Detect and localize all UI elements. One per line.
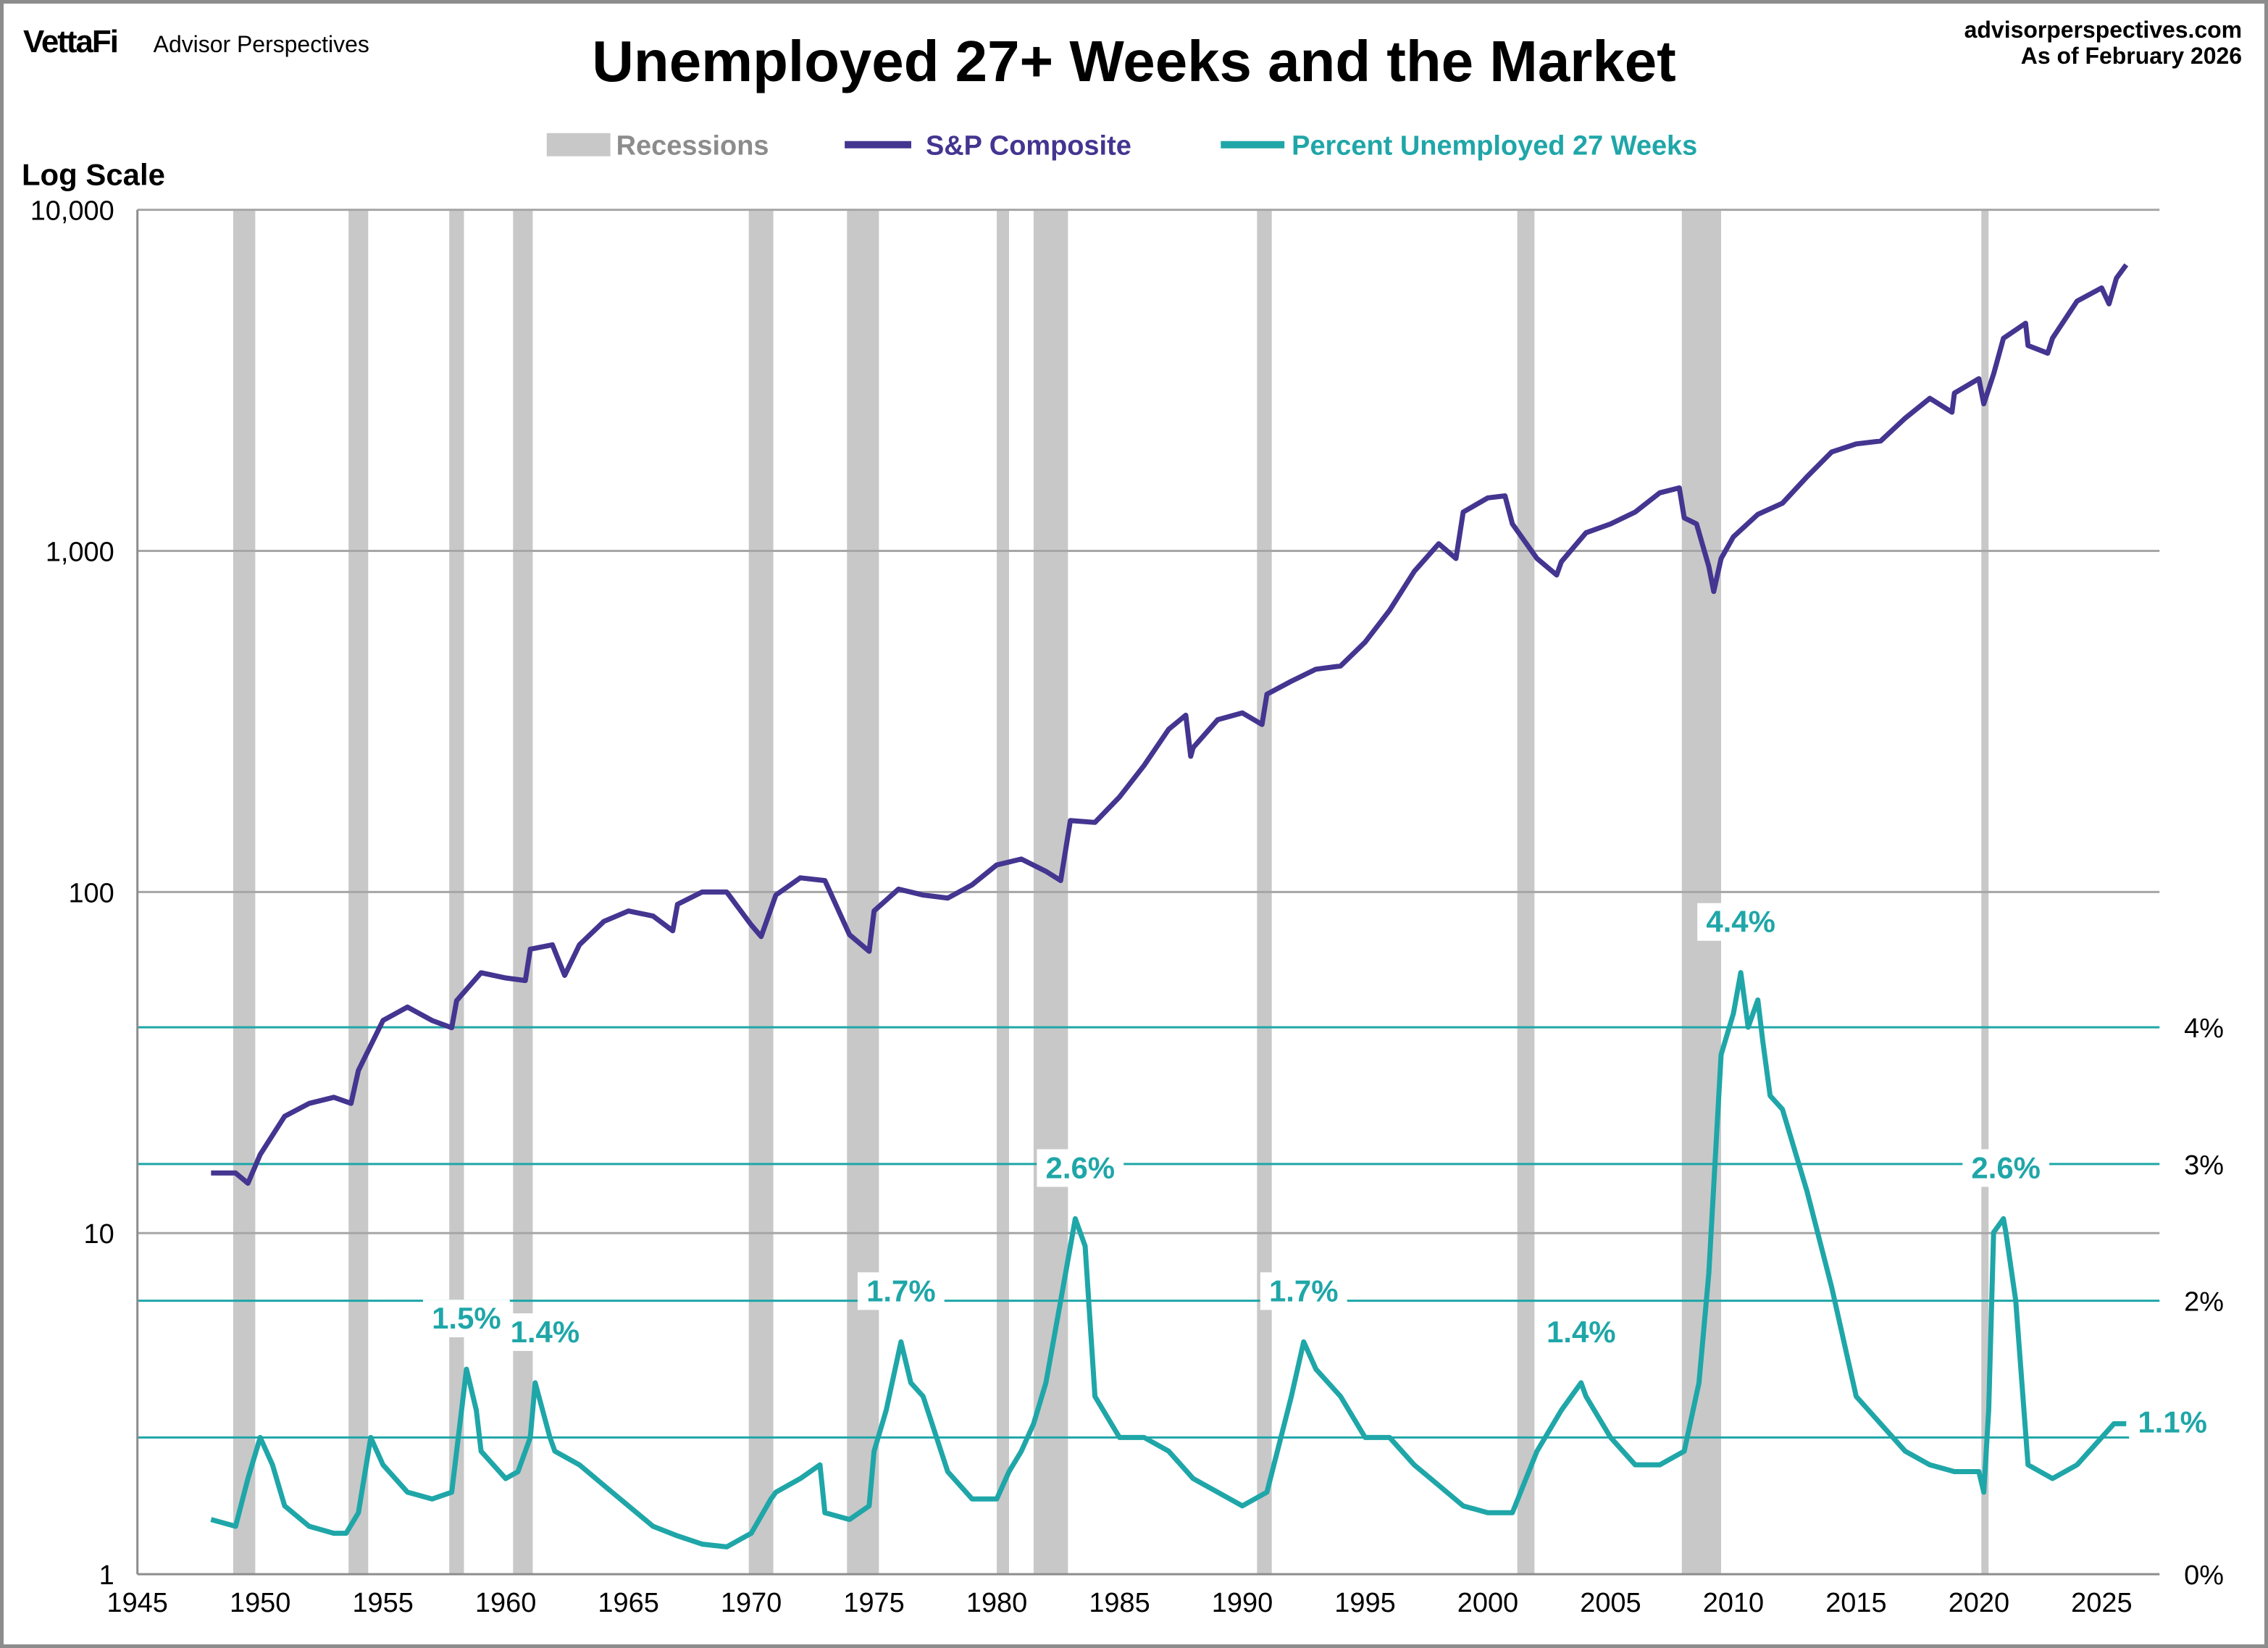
legend: Recessions S&P Composite Percent Unemplo… [546, 131, 1697, 162]
legend-swatch-recessions [546, 133, 611, 156]
site-url: advisorperspectives.com [1964, 17, 2242, 43]
annotation-bg [501, 1313, 589, 1351]
x-tick-label: 1975 [843, 1588, 904, 1618]
x-tick-label: 1965 [598, 1588, 658, 1618]
peak-annotation: 4.4% [1706, 905, 1775, 939]
annotation-bg [1037, 1149, 1124, 1187]
peak-annotation: 1.7% [866, 1273, 936, 1308]
x-tick-label: 2015 [1825, 1588, 1886, 1618]
right-tick-label: 3% [2184, 1150, 2224, 1181]
sp-composite-line [211, 263, 2129, 1186]
peak-annotation: 2.6% [1046, 1150, 1116, 1184]
x-tick-label: 2020 [1949, 1588, 2009, 1618]
left-axis-label: Log Scale [22, 158, 165, 192]
left-tick-label: 10 [84, 1219, 114, 1250]
legend-label-sp: S&P Composite [926, 131, 1131, 162]
annotation-bg [422, 1300, 510, 1338]
annotation-bg [1697, 903, 1785, 941]
left-tick-label: 100 [68, 878, 114, 908]
x-tick-label: 1955 [352, 1588, 413, 1618]
x-tick-label: 2010 [1703, 1588, 1764, 1618]
x-tick-label: 1980 [966, 1588, 1027, 1618]
peak-annotation: 1.1% [2138, 1405, 2207, 1439]
peak-annotation: 1.7% [1269, 1273, 1339, 1308]
left-tick-label: 10,000 [30, 196, 114, 227]
x-tick-label: 1990 [1212, 1588, 1273, 1618]
x-tick-label: 2005 [1580, 1588, 1641, 1618]
legend-label-unemp: Percent Unemployed 27 Weeks [1292, 131, 1697, 162]
right-tick-label: 0% [2184, 1560, 2224, 1591]
x-tick-label: 1960 [475, 1588, 536, 1618]
x-tick-label: 1970 [721, 1588, 782, 1618]
chart-title: Unemployed 27+ Weeks and the Market [592, 29, 1676, 93]
annotation-bg [857, 1272, 945, 1310]
x-tick-label: 1995 [1334, 1588, 1395, 1618]
x-tick-label: 1950 [230, 1588, 290, 1618]
right-tick-label: 2% [2184, 1287, 2224, 1318]
peak-annotation: 2.6% [1971, 1150, 2041, 1184]
peak-annotation: 1.5% [432, 1301, 501, 1335]
peak-annotation: 1.4% [1547, 1315, 1616, 1349]
unemployed-27-weeks-line [210, 970, 2127, 1549]
annotation-bg [1962, 1149, 2050, 1187]
peak-annotation: 1.4% [511, 1315, 580, 1349]
x-tick-label: 1985 [1089, 1588, 1150, 1618]
as-of-date: As of February 2026 [2021, 43, 2242, 69]
x-tick-label: 1945 [106, 1588, 167, 1618]
annotation-bg [1537, 1313, 1625, 1351]
brand-subtitle: Advisor Perspectives [154, 31, 369, 57]
x-tick-label: 2000 [1457, 1588, 1518, 1618]
x-tick-label: 2025 [2071, 1588, 2132, 1618]
legend-label-recessions: Recessions [616, 131, 769, 162]
annotation-bg [1260, 1272, 1347, 1310]
right-tick-label: 4% [2184, 1013, 2224, 1044]
left-tick-label: 1,000 [46, 537, 114, 567]
annotation-bg [2129, 1403, 2217, 1442]
left-tick-label: 1 [99, 1560, 114, 1591]
brand-logo: VettaFi [23, 24, 117, 59]
